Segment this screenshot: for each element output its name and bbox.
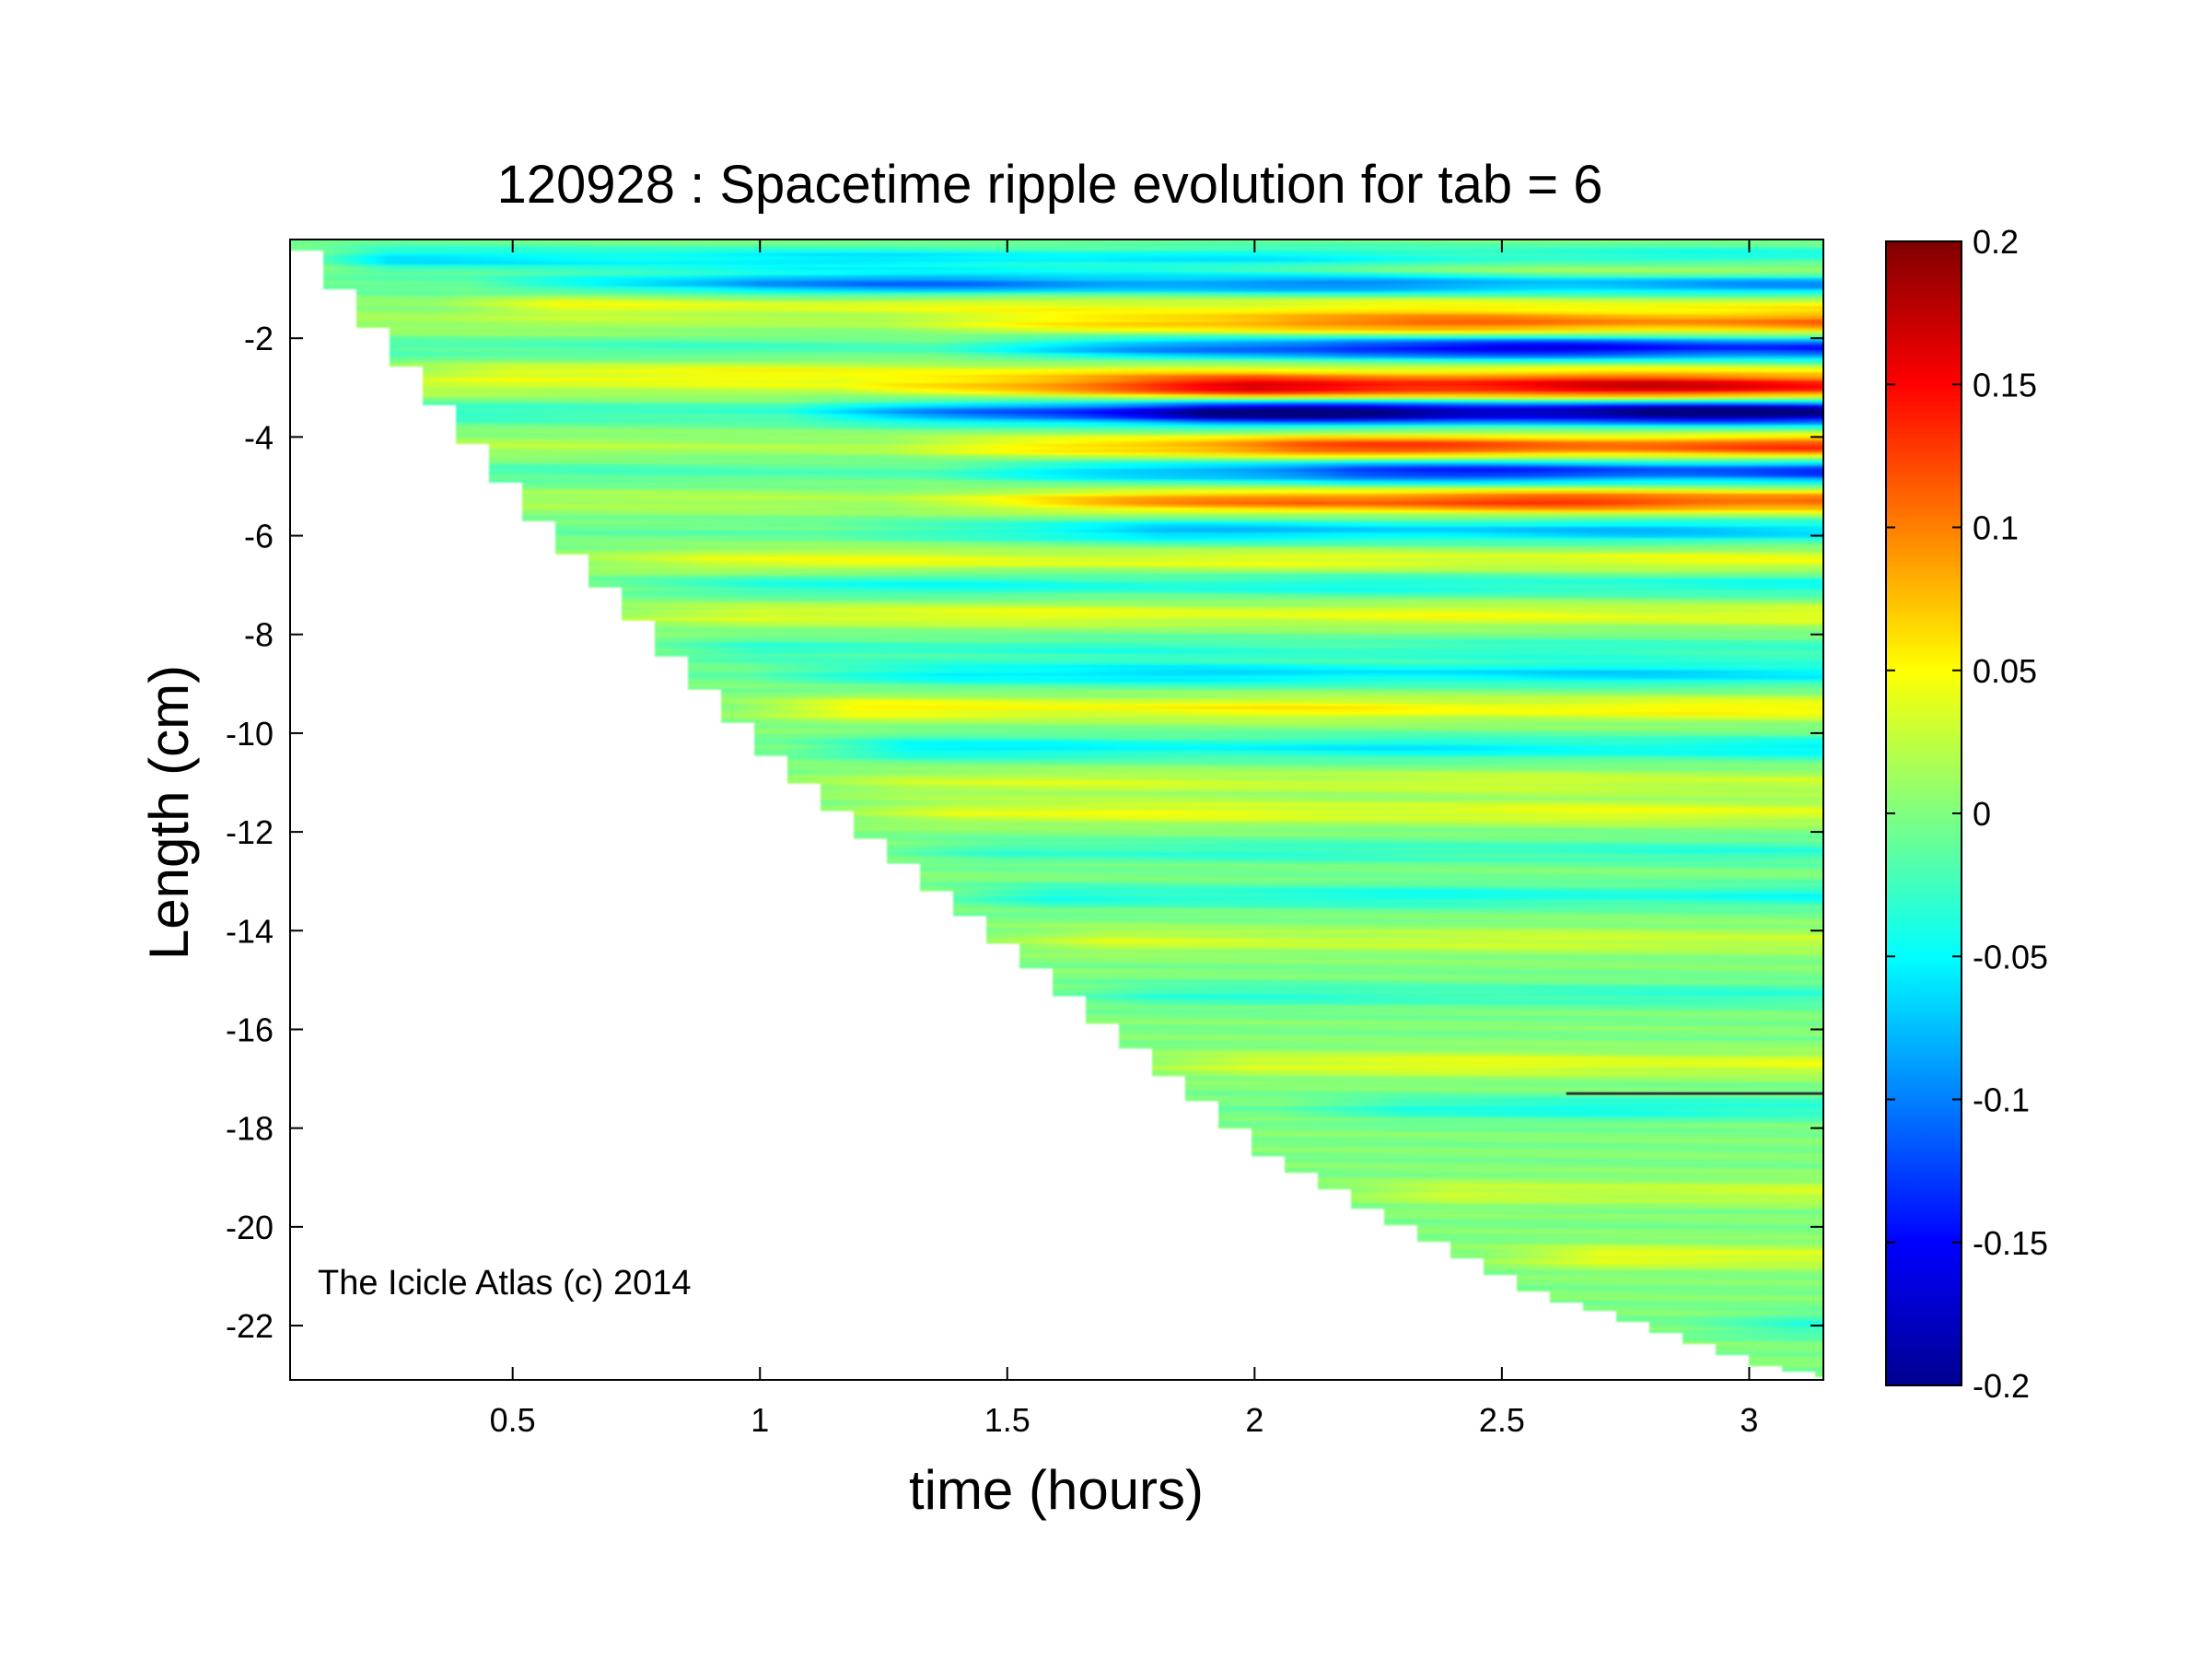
plot-frame: [289, 239, 1824, 1381]
colorbar: 0.2 0.15 0.1 0.05 0 -0.05 -0.1 -0.15 -0.2: [1885, 223, 2048, 1405]
y-tick-label: -16: [226, 1011, 274, 1048]
colorbar-ticks: 0.2 0.15 0.1 0.05 0 -0.05 -0.1 -0.15 -0.2: [1886, 223, 2048, 1405]
y-tick-label: -14: [226, 912, 274, 950]
chart-title: 120928 : Spacetime ripple evolution for …: [496, 155, 1602, 215]
y-axis: -2 -4 -6 -8 -10 -12 -14 -16 -18 -20 -22: [226, 320, 1823, 1345]
colorbar-tick-label: -0.1: [1973, 1081, 2030, 1119]
copyright-annotation: The Icicle Atlas (c) 2014: [318, 1264, 692, 1303]
x-tick-label: 2: [1245, 1401, 1263, 1439]
heatmap-area: [290, 240, 1823, 1380]
y-tick-label: -8: [244, 616, 274, 654]
colorbar-tick-label: -0.05: [1973, 938, 2048, 976]
x-tick-label: 3: [1740, 1401, 1758, 1439]
y-tick-label: -12: [226, 813, 274, 851]
x-tick-label: 1: [751, 1401, 769, 1439]
x-tick-label: 0.5: [490, 1401, 536, 1439]
y-tick-label: -18: [226, 1110, 274, 1148]
x-axis: 0.5 1 1.5 2 2.5 3: [490, 240, 1758, 1439]
y-axis-label: Length (cm): [138, 665, 200, 960]
colorbar-tick-label: 0.15: [1973, 366, 2037, 403]
colorbar-tick-label: 0.1: [1973, 509, 2019, 547]
colorbar-tick-label: 0: [1973, 795, 1991, 833]
y-tick-label: -22: [226, 1307, 274, 1345]
y-tick-label: -10: [226, 715, 274, 753]
colorbar-tick-label: -0.15: [1973, 1224, 2048, 1262]
y-tick-label: -4: [244, 418, 274, 456]
colorbar-gradient: [1885, 240, 1962, 1386]
colorbar-tick-label: -0.2: [1973, 1367, 2030, 1405]
colorbar-tick-label: 0.05: [1973, 652, 2037, 690]
y-tick-label: -2: [244, 320, 274, 357]
y-tick-label: -20: [226, 1209, 274, 1246]
heatmap-image: [290, 240, 1823, 1380]
x-tick-label: 2.5: [1479, 1401, 1525, 1439]
x-tick-label: 1.5: [984, 1401, 1030, 1439]
colorbar-tick-label: 0.2: [1973, 223, 2019, 261]
x-axis-label: time (hours): [909, 1459, 1204, 1521]
y-tick-label: -6: [244, 518, 274, 555]
